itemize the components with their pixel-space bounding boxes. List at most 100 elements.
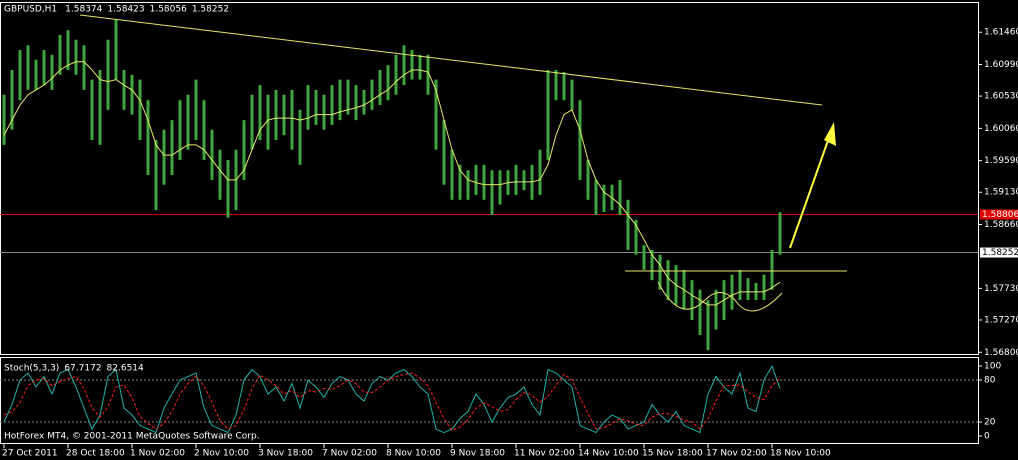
y-tick-label: 1.59130 (984, 188, 1018, 198)
y-tick-label: 1.60060 (984, 124, 1018, 134)
price-bar (154, 140, 158, 211)
x-tick-label: 28 Oct 18:00 (66, 449, 125, 459)
header-value: 1.58056 (150, 5, 187, 15)
arrow-head (824, 122, 836, 146)
header: GBPUSD,H1 1.58374 1.58423 1.58056 1.58252 (4, 5, 229, 15)
stoch-line (3, 364, 781, 434)
price-bar (218, 149, 222, 200)
price-bar (146, 100, 150, 176)
price-bar (706, 300, 710, 351)
main-panel-frame (0, 2, 979, 355)
y-tick-label: 1.60990 (984, 60, 1018, 70)
price-bar (138, 79, 142, 141)
y-tick-label: 1.60530 (984, 92, 1018, 102)
x-tick-label: 15 Nov 18:00 (642, 449, 703, 459)
price-bar (162, 129, 166, 185)
y-tick-label: 100 (984, 362, 1001, 372)
price-bar (258, 85, 262, 141)
price-bar (394, 54, 398, 95)
price-bar (698, 289, 702, 336)
price-bar (642, 245, 646, 270)
price-bar (498, 170, 502, 205)
header-value: 1.58252 (192, 5, 229, 15)
symbol: GBPUSD,H1 (4, 5, 57, 15)
price-bar (50, 54, 54, 90)
header-value: 1.58374 (65, 5, 102, 15)
arrow-shaft (789, 131, 832, 249)
y-tick-label: 1.56800 (984, 348, 1018, 358)
price-bar (18, 50, 22, 101)
price-bar (578, 100, 582, 180)
price-bar (106, 39, 110, 110)
price-bar (266, 94, 270, 150)
stoch-title: Stoch(5,3,3) (4, 364, 59, 374)
price-bar (338, 79, 342, 121)
x-tick-label: 9 Nov 18:00 (450, 449, 505, 459)
copyright: HotForex MT4, © 2001-2011 MetaQuotes Sof… (4, 432, 260, 442)
price-bar (354, 85, 358, 121)
price-bar (586, 159, 590, 200)
price-bar (714, 289, 718, 330)
price-bar (442, 120, 446, 185)
x-tick-label: 7 Nov 02:00 (322, 449, 377, 459)
x-tick-label: 3 Nov 18:00 (258, 449, 313, 459)
level-label-box (980, 209, 1018, 220)
price-bar (42, 50, 46, 86)
stoch-value: 67.7172 (64, 364, 101, 374)
trend-line (79, 14, 823, 106)
pattern-curve (657, 281, 783, 312)
price-bar (746, 278, 750, 301)
last-price-label: 1.58252 (982, 248, 1018, 258)
price-bar (426, 54, 430, 95)
price-bar (26, 45, 30, 90)
y-tick-label: 80 (984, 376, 996, 386)
y-tick-label: 20 (984, 418, 996, 428)
price-bar (666, 260, 670, 301)
price-bar (322, 94, 326, 130)
price-bar (362, 89, 366, 115)
stoch-panel: 100 80 20 0 Stoch(5,3,3) 67.7172 82.6514 (0, 362, 1001, 442)
price-bar (730, 274, 734, 310)
y-tick-label: 1.61460 (984, 28, 1018, 38)
price-bar (650, 249, 654, 281)
price-bar (514, 164, 518, 195)
x-tick-label: 27 Oct 2011 (2, 449, 58, 459)
price-bar (602, 184, 606, 213)
price-bar (418, 54, 422, 80)
price-bar (282, 94, 286, 136)
price-bar (554, 69, 558, 101)
price-bar (738, 269, 742, 301)
price-bar (314, 89, 318, 125)
price-bar (386, 65, 390, 101)
level-label: 1.58806 (982, 210, 1018, 220)
price-bar (690, 280, 694, 320)
price-bar (178, 100, 182, 160)
y-tick-label: 0 (984, 432, 990, 442)
price-bar (490, 170, 494, 215)
price-bar (482, 164, 486, 200)
price-bar (186, 94, 190, 150)
price-bar (298, 109, 302, 165)
x-tick-label: 2 Nov 10:00 (194, 449, 249, 459)
price-bar (306, 85, 310, 130)
price-bar (378, 69, 382, 106)
price-bar (114, 19, 118, 80)
x-tick-label: 17 Nov 02:00 (706, 449, 767, 459)
x-tick-label: 11 Nov 02:00 (514, 449, 575, 459)
price-bar (562, 72, 566, 101)
price-bar (450, 149, 454, 200)
price-bar (194, 79, 198, 141)
price-bar (594, 179, 598, 215)
price-bar (770, 249, 774, 290)
price-bar (762, 274, 766, 301)
x-tick-label: 8 Nov 10:00 (386, 449, 441, 459)
price-bar (58, 34, 62, 75)
price-bar (626, 199, 630, 250)
price-bar (34, 59, 38, 90)
header-value: 1.58423 (107, 5, 144, 15)
price-bar (2, 94, 6, 145)
x-tick-label: 14 Nov 10:00 (578, 449, 639, 459)
price-bar (474, 164, 478, 195)
price-bar (210, 129, 214, 180)
